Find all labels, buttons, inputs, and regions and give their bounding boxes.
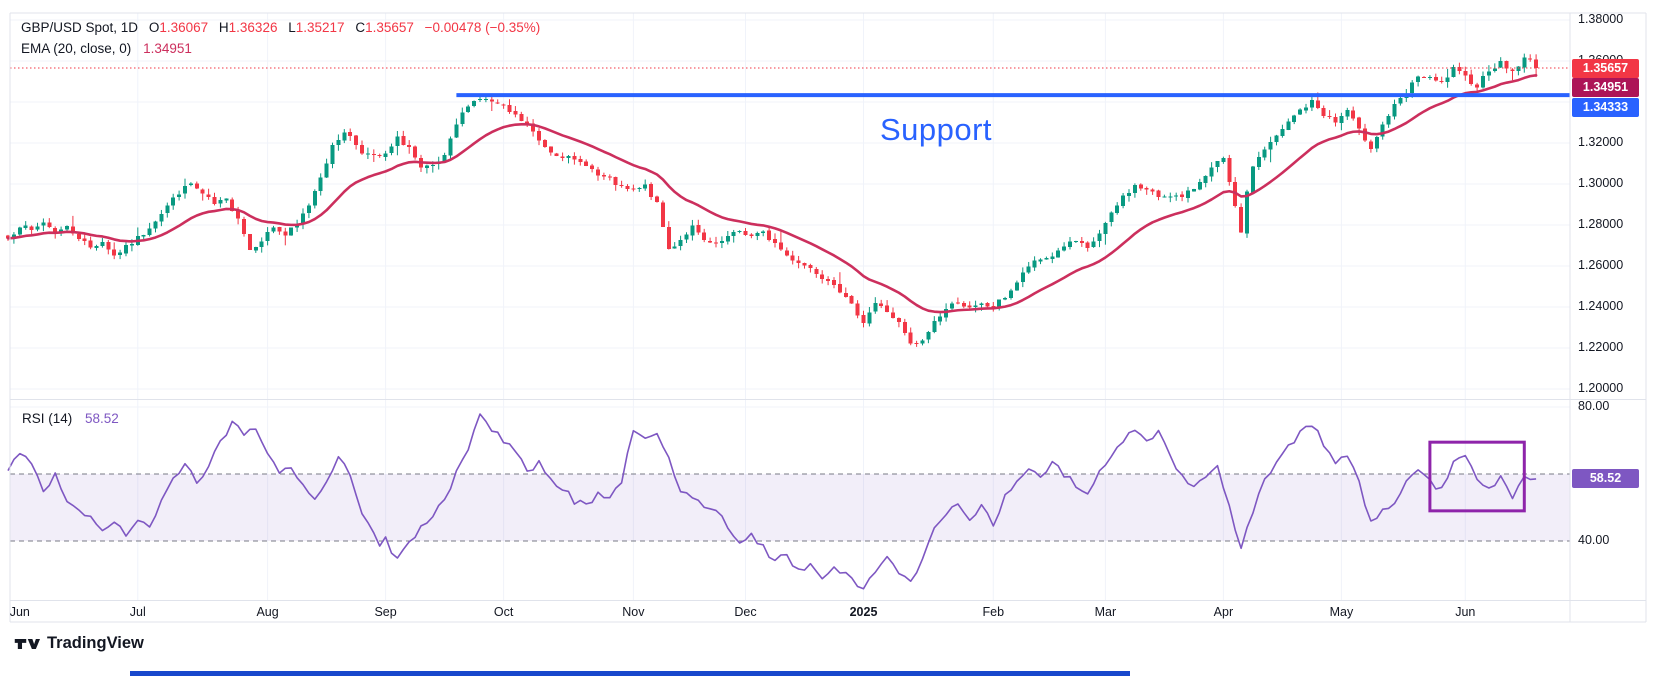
- open-label: O: [148, 20, 160, 35]
- rsi-axis-tick[interactable]: 40.00: [1578, 533, 1610, 547]
- time-axis-label-Jul[interactable]: Jul: [129, 605, 146, 619]
- price-pane-legend: GBP/USD Spot, 1D O1.36067 H1.36326 L1.35…: [21, 17, 540, 59]
- time-axis-label-Oct[interactable]: Oct: [493, 605, 514, 619]
- close-value: 1.35657: [365, 20, 414, 35]
- rsi-axis-tick[interactable]: 80.00: [1578, 399, 1610, 413]
- change-value: −0.00478 (−0.35%): [424, 20, 541, 35]
- low-value: 1.35217: [295, 20, 345, 35]
- price-axis-tick[interactable]: 1.32000: [1578, 135, 1624, 149]
- tradingview-logo-icon: [14, 638, 40, 649]
- symbol-title[interactable]: GBP/USD Spot, 1D: [21, 20, 139, 35]
- price-axis-tick[interactable]: 1.30000: [1578, 176, 1624, 190]
- price-axis-tick[interactable]: 1.38000: [1578, 12, 1624, 26]
- price-axis-tick[interactable]: 1.26000: [1578, 258, 1624, 272]
- rsi-indicator-value: 58.52: [85, 411, 119, 426]
- ema-indicator-title[interactable]: EMA (20, close, 0): [21, 41, 132, 56]
- time-axis-label-Feb[interactable]: Feb: [982, 605, 1005, 619]
- time-axis-label-Nov[interactable]: Nov: [622, 605, 645, 619]
- time-axis-label-Sep[interactable]: Sep: [374, 605, 397, 619]
- price-badge-1.34951: 1.34951: [1572, 78, 1639, 98]
- tradingview-brand-text: TradingView: [47, 634, 144, 652]
- time-axis-label-Mar[interactable]: Mar: [1094, 605, 1117, 619]
- rsi-indicator-title[interactable]: RSI (14): [22, 411, 73, 426]
- high-value: 1.36326: [228, 20, 278, 35]
- close-label: C: [355, 20, 366, 35]
- open-value: 1.36067: [159, 20, 209, 35]
- time-axis-label-Aug[interactable]: Aug: [256, 605, 279, 619]
- price-axis-tick[interactable]: 1.28000: [1578, 217, 1624, 231]
- price-badge-1.34333: 1.34333: [1572, 97, 1639, 117]
- time-axis-label-Jun[interactable]: Jun: [1455, 605, 1476, 619]
- rsi-pane-legend: RSI (14) 58.52: [22, 411, 119, 426]
- rsi-value-badge: 58.52: [1572, 469, 1639, 489]
- ema-row: EMA (20, close, 0) 1.34951: [21, 38, 540, 59]
- time-axis-label-2025[interactable]: 2025: [849, 605, 878, 619]
- price-axis-tick[interactable]: 1.24000: [1578, 299, 1624, 313]
- time-axis-label-Dec[interactable]: Dec: [734, 605, 757, 619]
- rsi-highlight-rectangle[interactable]: [1428, 440, 1526, 513]
- time-axis-label-Apr[interactable]: Apr: [1213, 605, 1234, 619]
- support-annotation-text[interactable]: Support: [879, 112, 993, 147]
- ema-indicator-value: 1.34951: [143, 41, 192, 56]
- tradingview-attribution[interactable]: TradingView: [14, 634, 144, 653]
- time-axis-label-May[interactable]: May: [1329, 605, 1354, 619]
- price-axis-tick[interactable]: 1.22000: [1578, 340, 1624, 354]
- time-axis-label-Jun[interactable]: Jun: [9, 605, 30, 619]
- low-label: L: [288, 20, 296, 35]
- price-badge-1.35657: 1.35657: [1572, 58, 1639, 78]
- price-axis-tick[interactable]: 1.20000: [1578, 381, 1624, 395]
- bottom-blue-bar: [130, 671, 1130, 676]
- high-label: H: [218, 20, 229, 35]
- symbol-row: GBP/USD Spot, 1D O1.36067 H1.36326 L1.35…: [21, 17, 540, 38]
